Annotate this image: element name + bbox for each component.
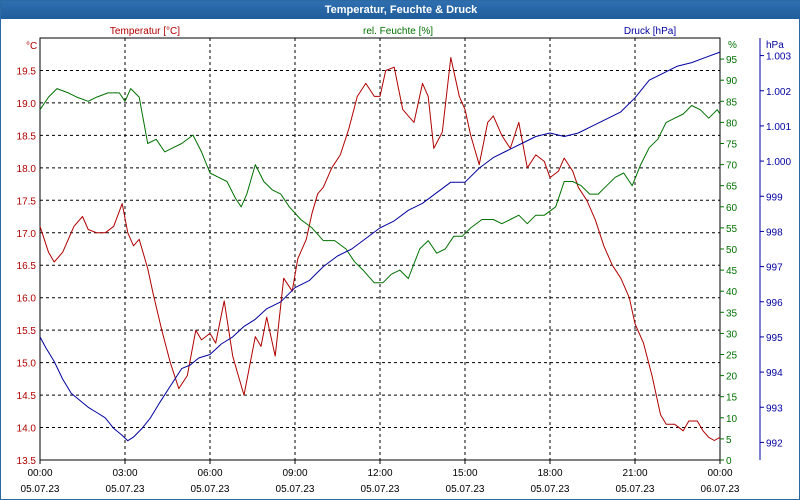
date-tick-label: 05.07.23: [276, 484, 315, 495]
humidity-tick-label: 35: [726, 308, 738, 319]
pressure-tick-label: 994: [766, 368, 783, 379]
grid-lines: [40, 38, 720, 460]
humidity-line: [39, 88, 721, 284]
pressure-tick-label: 1.001: [766, 122, 791, 133]
series-lines: [39, 51, 721, 442]
date-tick-label: 06.07.23: [701, 484, 740, 495]
humidity-tick-label: 70: [726, 161, 738, 172]
temperature-axis-ticks: 13.5 14.0 14.5 15.0 15.5 16.0 16.5 17.0 17.5 18.0…: [17, 66, 37, 467]
time-tick-label: 00:00: [27, 468, 52, 479]
humidity-tick-label: 10: [726, 414, 738, 425]
humidity-tick-label: 30: [726, 329, 738, 340]
humidity-tick-label: 50: [726, 245, 738, 256]
date-tick-label: 05.07.23: [446, 484, 485, 495]
temperature-tick-label: 16.5: [17, 261, 37, 272]
date-tick-label: 05.07.23: [531, 484, 570, 495]
time-tick-label: 00:00: [707, 468, 732, 479]
humidity-tick-label: 80: [726, 118, 738, 129]
pressure-tick-label: 995: [766, 333, 783, 344]
humidity-tick-label: 45: [726, 266, 738, 277]
pressure-tick-label: 997: [766, 263, 783, 274]
temperature-tick-label: 19.0: [17, 99, 37, 110]
time-tick-label: 18:00: [537, 468, 562, 479]
humidity-tick-label: 25: [726, 351, 738, 362]
date-tick-label: 05.07.23: [191, 484, 230, 495]
humidity-tick-label: 65: [726, 182, 738, 193]
temperature-tick-label: 18.0: [17, 164, 37, 175]
time-tick-label: 06:00: [197, 468, 222, 479]
window-title: Temperatur, Feuchte & Druck: [1, 1, 800, 19]
humidity-tick-label: 55: [726, 224, 738, 235]
legend-humidity: rel. Feuchte [%]: [363, 26, 433, 37]
pressure-tick-label: 993: [766, 403, 783, 414]
time-axis-ticks: 00:00 05.07.23 03:00 05.07.23 06:00 05.07.23 0…: [21, 460, 740, 495]
temperature-tick-label: 17.0: [17, 229, 37, 240]
pressure-tick-label: 1.000: [766, 157, 791, 168]
humidity-tick-label: 90: [726, 76, 738, 87]
time-tick-label: 03:00: [112, 468, 137, 479]
legend-pressure: Druck [hPa]: [624, 26, 676, 37]
date-tick-label: 05.07.23: [21, 484, 60, 495]
temperature-tick-label: 19.5: [17, 66, 37, 77]
date-tick-label: 05.07.23: [106, 484, 145, 495]
humidity-tick-label: 40: [726, 287, 738, 298]
humidity-tick-label: 75: [726, 140, 738, 151]
temperature-tick-label: 14.0: [17, 424, 37, 435]
temperature-tick-label: 17.5: [17, 196, 37, 207]
humidity-tick-label: 0: [726, 456, 732, 467]
pressure-tick-label: 1.003: [766, 52, 791, 63]
temperature-tick-label: 16.0: [17, 294, 37, 305]
date-tick-label: 05.07.23: [361, 484, 400, 495]
temperature-tick-label: 13.5: [17, 456, 37, 467]
temperature-line: [39, 57, 721, 441]
temperature-tick-label: 18.5: [17, 131, 37, 142]
humidity-unit-label: %: [728, 40, 737, 51]
temperature-tick-label: 15.0: [17, 359, 37, 370]
temperature-tick-label: 14.5: [17, 391, 37, 402]
time-tick-label: 21:00: [622, 468, 647, 479]
date-tick-label: 05.07.23: [616, 484, 655, 495]
time-tick-label: 15:00: [452, 468, 477, 479]
pressure-tick-label: 996: [766, 298, 783, 309]
pressure-tick-label: 998: [766, 227, 783, 238]
time-tick-label: 09:00: [282, 468, 307, 479]
humidity-tick-label: 5: [726, 435, 732, 446]
humidity-tick-label: 15: [726, 393, 738, 404]
legend-temperature: Temperatur [°C]: [110, 26, 180, 37]
temperature-tick-label: 15.5: [17, 326, 37, 337]
humidity-axis-ticks: 0 5 10 15 20 25 30 35 40 45 50 55 60 65 70 75 80 85 90 95: [720, 55, 738, 467]
pressure-line: [39, 51, 721, 442]
time-tick-label: 12:00: [367, 468, 392, 479]
pressure-axis-ticks: 992 993 994 995 996 997 998 999 1.000 1.001 1.002 1…: [760, 52, 791, 449]
pressure-tick-label: 992: [766, 438, 783, 449]
humidity-tick-label: 60: [726, 203, 738, 214]
temperature-unit-label: °C: [26, 41, 37, 52]
pressure-tick-label: 999: [766, 192, 783, 203]
pressure-tick-label: 1.002: [766, 87, 791, 98]
humidity-tick-label: 95: [726, 55, 738, 66]
humidity-tick-label: 20: [726, 372, 738, 383]
pressure-unit-label: hPa: [766, 40, 784, 51]
humidity-tick-label: 85: [726, 97, 738, 108]
